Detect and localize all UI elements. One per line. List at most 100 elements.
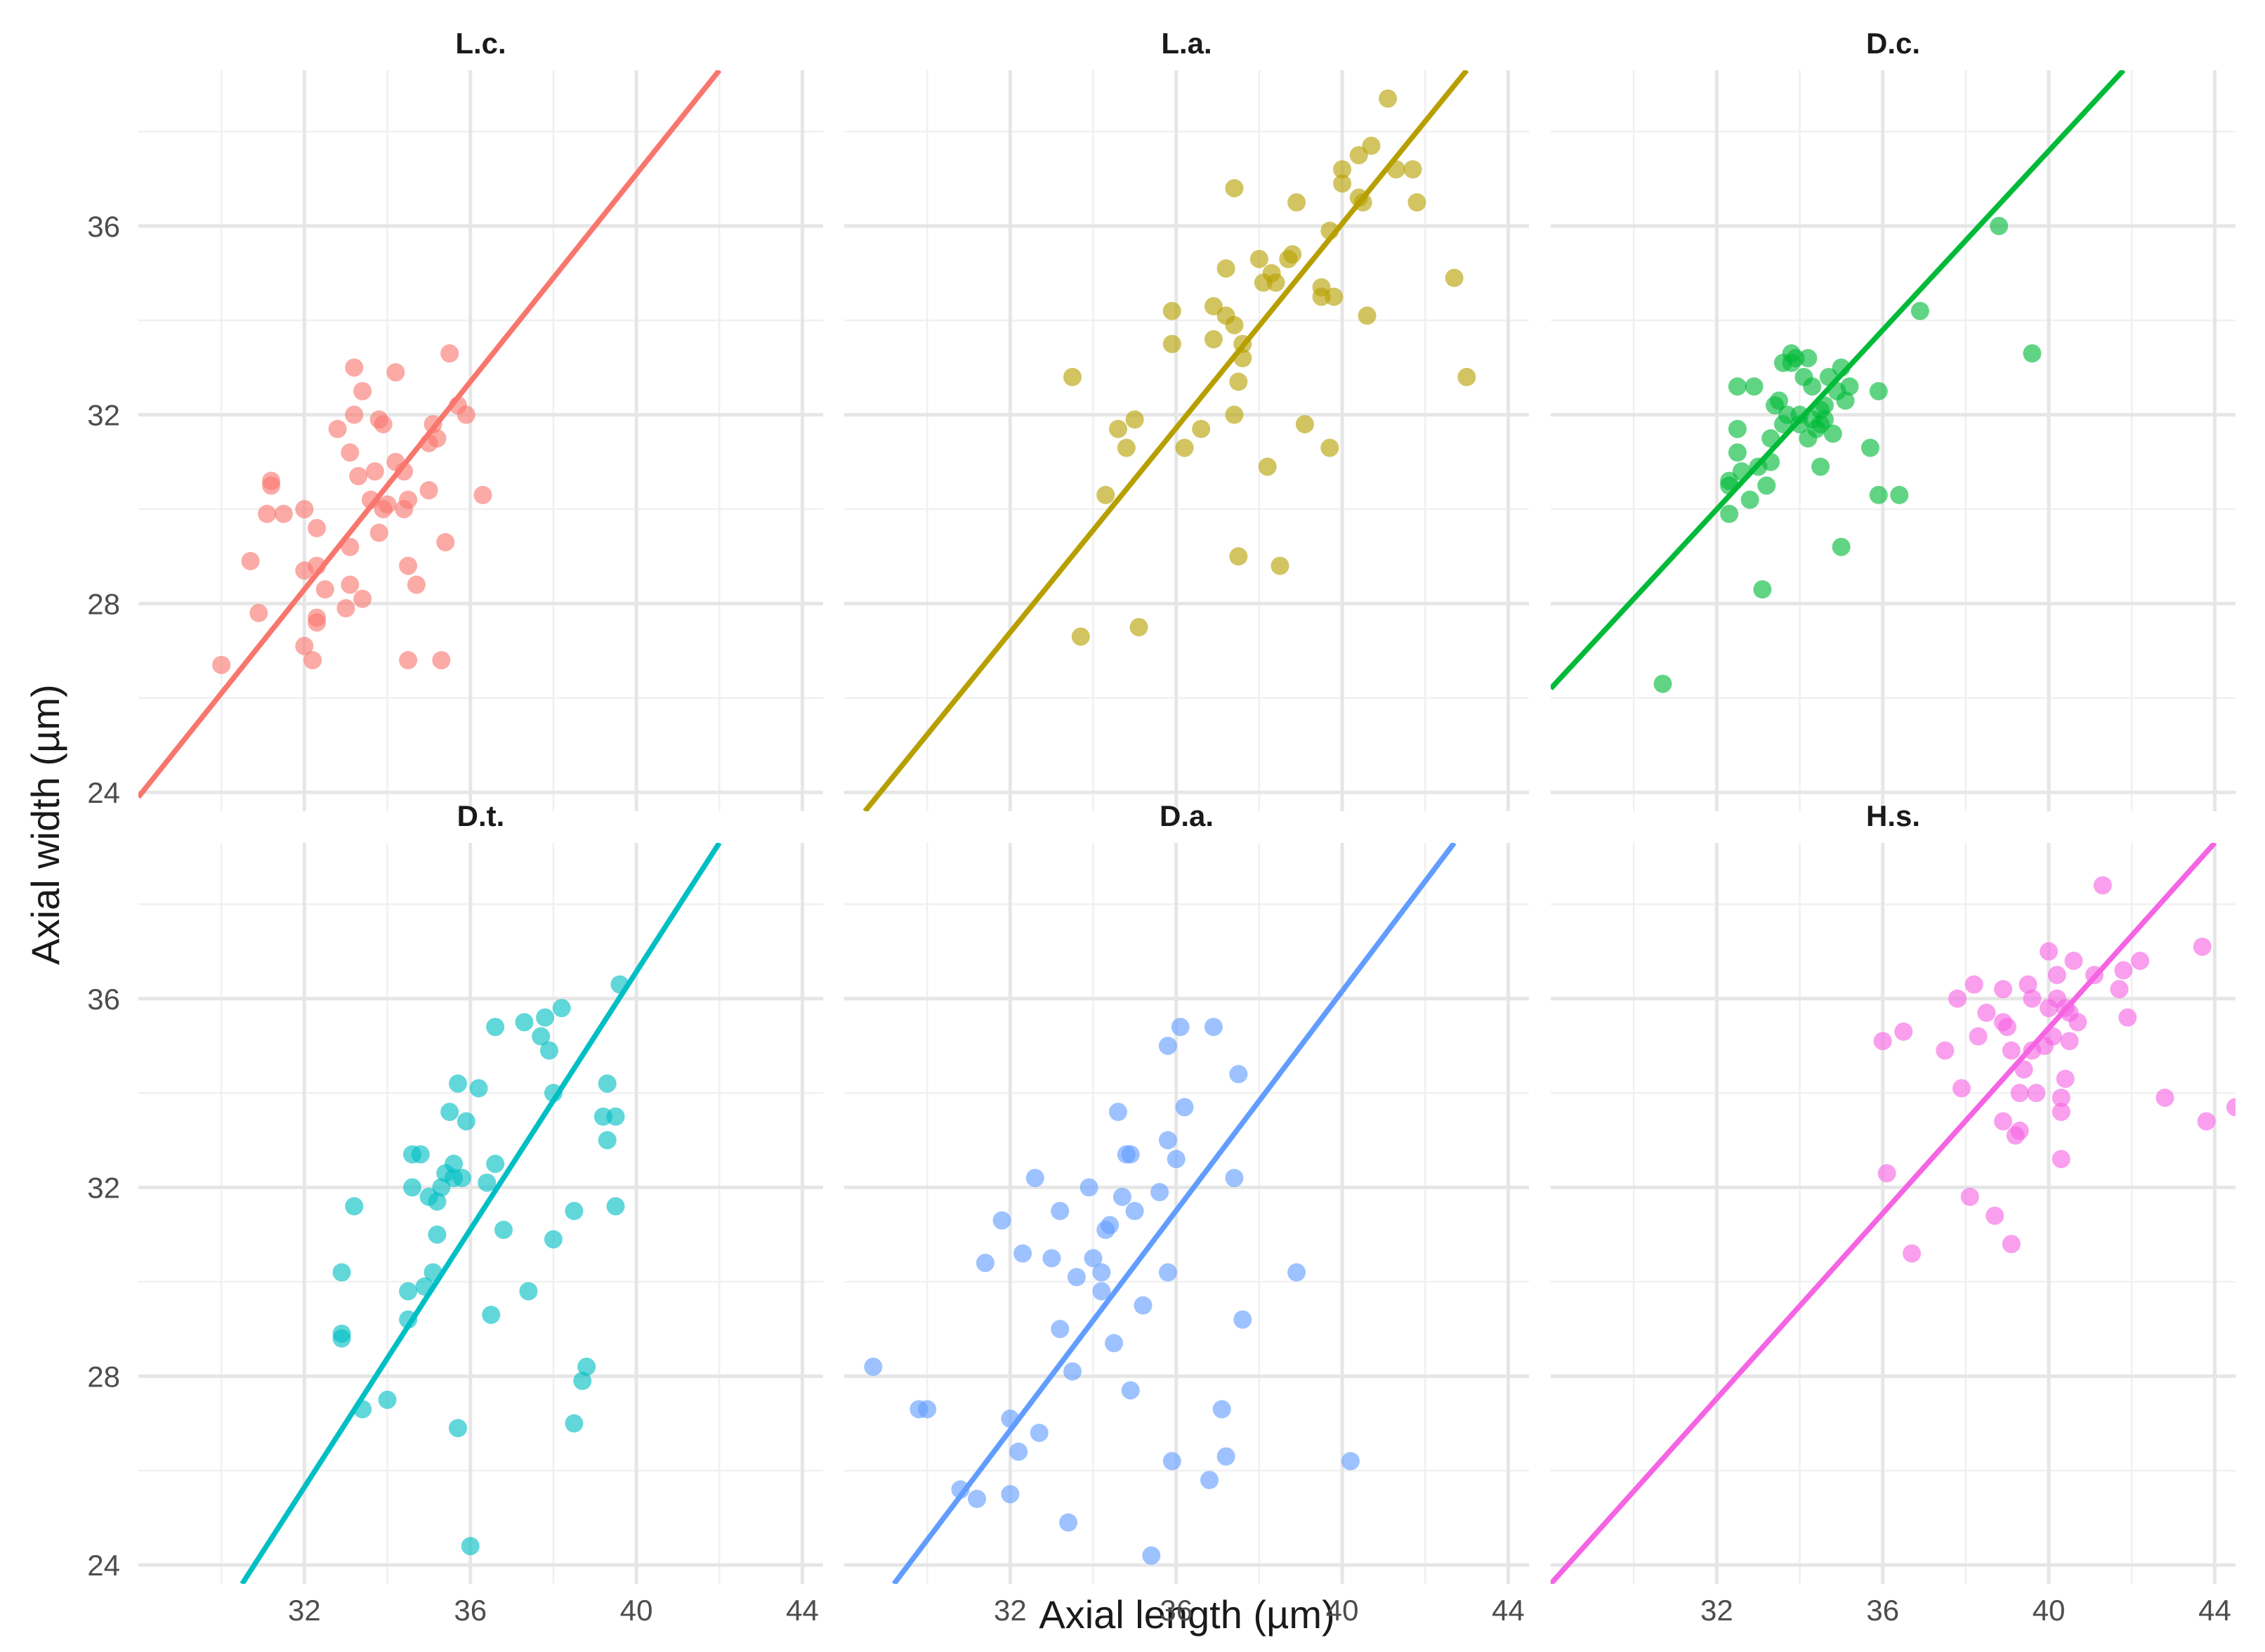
- data-point: [1740, 490, 1759, 509]
- data-point: [1969, 1027, 1988, 1046]
- data-point: [519, 1282, 538, 1301]
- data-point: [2226, 1098, 2236, 1117]
- data-point: [565, 1202, 584, 1221]
- data-point: [1832, 537, 1851, 556]
- data-point: [1121, 1381, 1140, 1400]
- data-point: [565, 1414, 584, 1433]
- y-tick-label: 28: [87, 587, 120, 620]
- data-point: [419, 481, 438, 500]
- data-point: [469, 1079, 488, 1098]
- data-point: [1720, 504, 1739, 523]
- data-point: [2018, 975, 2037, 994]
- data-point: [428, 1192, 447, 1211]
- regression-line: [1551, 843, 2217, 1584]
- data-point: [262, 471, 281, 490]
- data-point: [249, 603, 268, 622]
- regression-line: [138, 70, 722, 799]
- data-point: [1362, 136, 1381, 155]
- data-point: [1816, 410, 1834, 429]
- data-point: [1175, 438, 1194, 457]
- data-point: [303, 650, 322, 669]
- data-point: [1009, 1442, 1028, 1461]
- data-point: [1125, 410, 1144, 429]
- data-point: [1071, 627, 1090, 646]
- data-point: [399, 1282, 418, 1301]
- data-point: [1167, 1150, 1186, 1169]
- data-point: [1877, 1164, 1896, 1183]
- data-point: [1162, 301, 1181, 320]
- data-point: [2051, 1103, 2070, 1122]
- data-point: [976, 1254, 994, 1273]
- data-point: [345, 1197, 364, 1216]
- data-point: [2023, 344, 2042, 363]
- data-point: [1158, 1131, 1177, 1150]
- data-point: [1803, 377, 1822, 396]
- data-point: [1799, 348, 1818, 367]
- data-point: [1063, 1362, 1082, 1381]
- facet-panel: H.s. 32 36 40 44: [1551, 799, 2236, 1627]
- data-point: [1212, 1400, 1231, 1419]
- data-point: [1171, 1018, 1190, 1037]
- data-point: [436, 532, 455, 551]
- data-point: [274, 504, 293, 523]
- data-point: [332, 1263, 351, 1282]
- data-point: [1084, 1249, 1103, 1268]
- data-point: [1192, 419, 1211, 438]
- data-point: [1720, 471, 1739, 490]
- panel-data-layer: [1551, 70, 2126, 693]
- data-point: [212, 655, 231, 674]
- data-point: [1295, 414, 1314, 433]
- data-point: [1457, 367, 1476, 386]
- data-point: [1894, 1022, 1913, 1041]
- data-point: [1990, 216, 2009, 235]
- x-tick-label: 32: [288, 1594, 321, 1627]
- data-point: [2197, 1112, 2216, 1131]
- data-point: [577, 1357, 596, 1376]
- regression-line: [862, 70, 1469, 811]
- y-tick-label: 24: [87, 776, 120, 809]
- x-tick-label: 36: [454, 1594, 487, 1627]
- data-point: [2155, 1088, 2174, 1107]
- data-point: [1266, 273, 1285, 292]
- data-point: [552, 999, 571, 1018]
- facet-title: L.a.: [1161, 27, 1212, 60]
- data-point: [2068, 1013, 2087, 1032]
- data-point: [2131, 951, 2150, 970]
- data-point: [1271, 556, 1289, 575]
- data-point: [1225, 315, 1244, 334]
- data-point: [1869, 485, 1888, 504]
- data-point: [2010, 1084, 2029, 1103]
- facet-title: L.c.: [455, 27, 506, 60]
- x-tick-label: 44: [2198, 1594, 2231, 1627]
- data-point: [428, 429, 447, 448]
- data-point: [1358, 306, 1377, 325]
- data-point: [1407, 193, 1426, 212]
- data-point: [1134, 1296, 1153, 1315]
- data-point: [369, 523, 388, 542]
- data-point: [486, 1154, 505, 1173]
- data-point: [2051, 1088, 2070, 1107]
- data-point: [1283, 245, 1302, 264]
- data-point: [1903, 1244, 1922, 1263]
- facet-panel: L.c. 24 28 32 36: [87, 27, 823, 811]
- y-axis-title: Axial width (µm): [23, 684, 67, 964]
- data-point: [864, 1357, 883, 1376]
- facet-title: D.t.: [457, 799, 505, 832]
- data-point: [532, 1027, 551, 1046]
- data-point: [992, 1211, 1011, 1230]
- data-point: [540, 1041, 558, 1060]
- data-point: [1836, 391, 1855, 410]
- data-point: [2047, 966, 2066, 985]
- data-point: [2027, 1084, 2046, 1103]
- data-point: [258, 504, 277, 523]
- data-point: [399, 650, 418, 669]
- data-point: [1013, 1244, 1032, 1263]
- data-point: [1229, 372, 1248, 391]
- data-point: [1770, 391, 1788, 410]
- data-point: [2002, 1235, 2021, 1254]
- regression-line: [239, 843, 722, 1584]
- data-point: [1994, 1112, 2013, 1131]
- data-point: [573, 1372, 592, 1391]
- data-point: [341, 443, 360, 462]
